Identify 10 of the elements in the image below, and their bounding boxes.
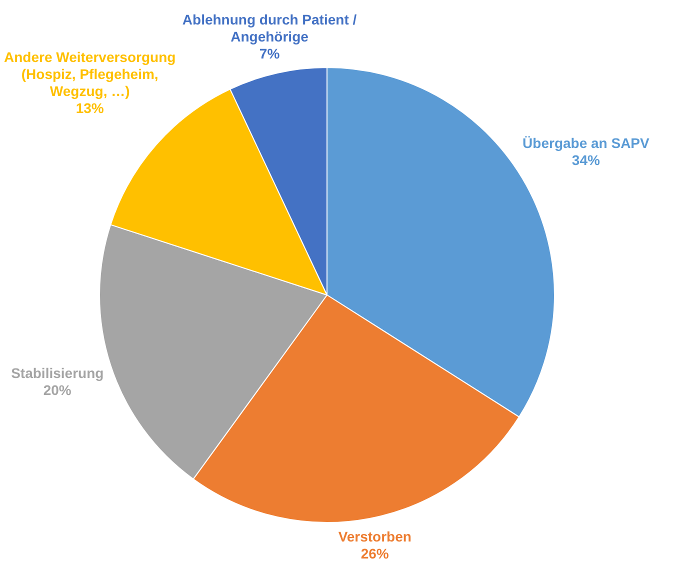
data-label: 20%	[43, 382, 72, 398]
slice-label: Ablehnung durch Patient / Angehörige	[182, 12, 357, 45]
slice-label: Stabilisierung	[11, 364, 104, 381]
slice-label: Übergabe an SAPV	[522, 135, 650, 151]
data-label: 26%	[360, 545, 390, 562]
slice-label: Andere Weiterversorgung (Hospiz, Pflegeheim, Wegzug, …)	[4, 49, 176, 100]
slice-label: Verstorben	[338, 528, 412, 544]
data-label: 34%	[572, 152, 601, 168]
data-label: 7%	[259, 46, 280, 62]
data-label: 13%	[76, 100, 104, 116]
